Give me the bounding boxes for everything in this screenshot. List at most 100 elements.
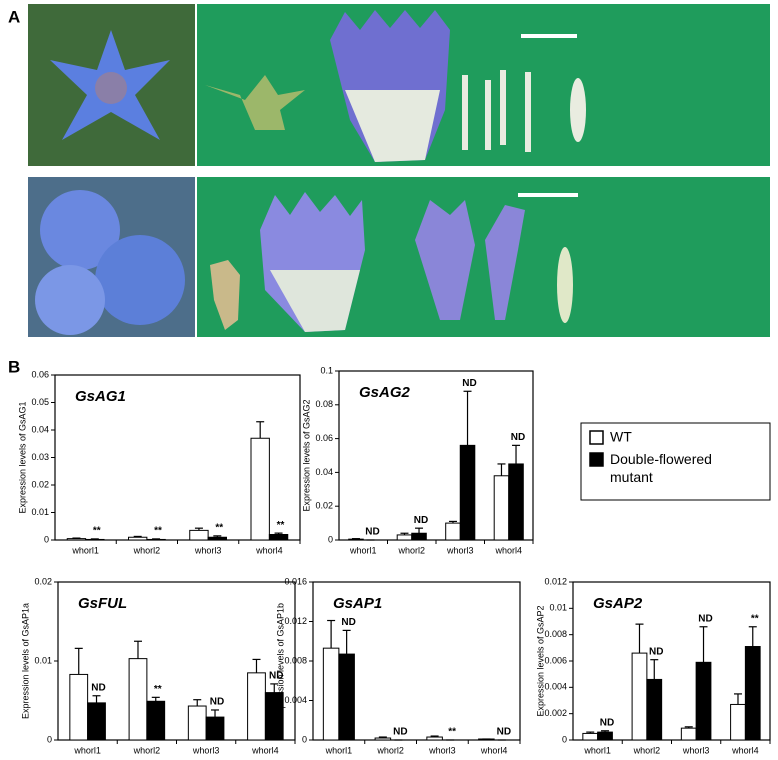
x-tick-label: whorl3 (194, 545, 222, 555)
bar (646, 678, 663, 741)
y-tick-label: 0.01 (34, 655, 52, 665)
bar (680, 727, 697, 741)
x-tick-label: whorl1 (325, 745, 353, 755)
y-tick-label: 0.02 (315, 501, 333, 511)
bar (730, 703, 746, 741)
x-tick-label: whorl4 (494, 545, 522, 555)
bar (66, 538, 87, 541)
bar (247, 672, 266, 741)
annotation: ** (215, 523, 223, 534)
annotation: ND (210, 697, 224, 708)
annotation: ND (698, 613, 712, 624)
bar (426, 736, 443, 741)
annotation: ** (751, 613, 759, 624)
y-tick-label: 0.05 (31, 397, 49, 407)
bar (508, 463, 524, 541)
bar (445, 522, 461, 541)
bar (597, 731, 613, 741)
annotation: ND (511, 432, 525, 443)
annotation: ND (649, 646, 663, 657)
x-tick-label: whorl3 (192, 745, 220, 755)
y-tick-label: 0.06 (315, 433, 333, 443)
y-tick-label: 0.08 (315, 399, 333, 409)
y-tick-label: 0.04 (315, 467, 333, 477)
bar (189, 529, 209, 541)
bar (187, 705, 207, 741)
annotation: ND (600, 717, 614, 728)
legend-label-line: mutant (610, 469, 653, 485)
annotation: ** (93, 526, 101, 537)
x-tick-label: whorl2 (633, 745, 661, 755)
x-tick-label: whorl1 (583, 745, 611, 755)
bar (374, 737, 392, 741)
y-axis-label: Expression levels of GsAP1a (20, 603, 30, 719)
y-tick-label: 0.01 (31, 507, 49, 517)
bar (87, 702, 106, 741)
bar (205, 716, 225, 741)
x-tick-label: whorl1 (71, 545, 99, 555)
bar (250, 437, 270, 541)
y-tick-label: 0 (328, 534, 333, 544)
x-tick-label: whorl3 (446, 545, 474, 555)
annotation: ND (269, 671, 283, 682)
legend-swatch (589, 452, 604, 467)
chart-title: GsFUL (78, 595, 127, 612)
y-axis-label: Expression levels of GsAG2 (301, 399, 311, 511)
y-tick-label: 0.02 (34, 576, 52, 586)
y-tick-label: 0.016 (284, 576, 307, 586)
y-tick-label: 0.004 (544, 682, 567, 692)
x-tick-label: whorl2 (133, 545, 161, 555)
annotation: ND (91, 682, 105, 693)
annotation: ND (365, 527, 379, 538)
bar (631, 652, 648, 741)
x-tick-label: whorl4 (255, 545, 283, 555)
x-tick-label: whorl1 (349, 545, 377, 555)
y-tick-label: 0.002 (544, 708, 567, 718)
annotation: ND (414, 515, 428, 526)
x-tick-label: whorl4 (251, 745, 279, 755)
y-tick-label: 0.03 (31, 452, 49, 462)
bar (459, 444, 476, 541)
y-axis-label: Expression levels of GsAP1b (275, 603, 285, 719)
bar (128, 536, 148, 541)
panel-label: B (8, 357, 20, 376)
bar (207, 536, 227, 541)
y-tick-label: 0.012 (544, 576, 567, 586)
legend-box (580, 422, 771, 501)
y-tick-label: 0.008 (544, 629, 567, 639)
photo-row (28, 4, 770, 166)
y-tick-label: 0 (562, 734, 567, 744)
bar (146, 700, 166, 741)
x-tick-label: whorl2 (376, 745, 404, 755)
y-tick-label: 0.02 (31, 479, 49, 489)
annotation: ND (497, 727, 511, 738)
y-tick-label: 0.012 (284, 616, 307, 626)
y-tick-label: 0 (302, 734, 307, 744)
x-tick-label: whorl1 (73, 745, 101, 755)
bar (493, 475, 510, 541)
bar (128, 658, 148, 741)
legend-swatch (589, 430, 604, 445)
bar (348, 538, 364, 541)
legend-label: WT (610, 429, 632, 445)
panel-label: A (8, 7, 20, 26)
annotation: ** (154, 526, 162, 537)
photo-row (28, 177, 770, 337)
y-axis-label: Expression levels of GsAG1 (17, 401, 27, 513)
y-tick-label: 0.06 (31, 369, 49, 379)
x-tick-label: whorl4 (480, 745, 508, 755)
annotation: ND (341, 617, 355, 628)
annotation: ** (277, 520, 285, 531)
chart-title: GsAG1 (75, 388, 126, 405)
annotation: ** (448, 727, 456, 738)
bar (85, 538, 105, 541)
y-tick-label: 0 (44, 534, 49, 544)
y-tick-label: 0.006 (544, 655, 567, 665)
x-tick-label: whorl2 (397, 545, 425, 555)
legend-label-line: Double-flowered (610, 451, 712, 467)
chart-title: GsAP1 (333, 595, 382, 612)
bar (744, 646, 761, 741)
annotation: ND (462, 378, 476, 389)
bar (268, 534, 289, 541)
